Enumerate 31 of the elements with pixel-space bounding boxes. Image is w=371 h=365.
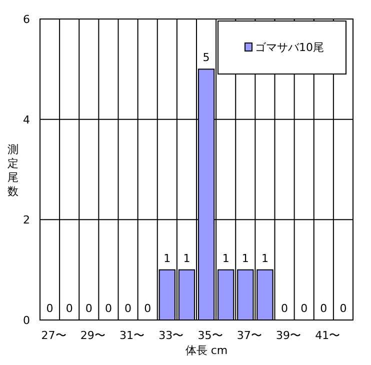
y-axis-title: 測定尾数 — [8, 143, 18, 198]
x-tick-label: 27〜 — [41, 329, 66, 342]
data-label: 1 — [183, 252, 190, 265]
y-tick-label: 0 — [23, 314, 30, 327]
data-label: 1 — [222, 252, 230, 265]
data-label: 0 — [320, 302, 328, 315]
data-label: 1 — [242, 252, 249, 265]
x-tick-label: 31〜 — [120, 329, 145, 342]
legend-label: ゴマサバ10尾 — [255, 41, 324, 54]
data-label: 0 — [124, 302, 132, 315]
data-label: 0 — [104, 302, 112, 315]
x-tick-label: 41〜 — [315, 329, 340, 342]
x-axis-title: 体長 cm — [185, 344, 228, 357]
x-tick-label: 29〜 — [80, 329, 106, 342]
x-tick-label: 39〜 — [276, 329, 302, 342]
x-tick-label: 33〜 — [158, 329, 184, 342]
data-label: 0 — [340, 302, 347, 315]
data-label: 5 — [202, 51, 210, 64]
data-label: 0 — [144, 302, 152, 315]
y-tick-label: 4 — [23, 113, 30, 126]
data-label: 0 — [85, 302, 92, 315]
y-tick-label: 6 — [23, 13, 30, 26]
y-tick-label: 2 — [23, 214, 30, 227]
x-tick-label: 35〜 — [198, 329, 223, 342]
x-tick-label: 37〜 — [236, 329, 262, 342]
data-label: 1 — [261, 252, 268, 265]
data-label: 0 — [281, 302, 288, 315]
data-label: 0 — [300, 302, 308, 315]
data-label: 0 — [66, 302, 73, 315]
data-label: 0 — [46, 302, 54, 315]
data-label: 1 — [164, 252, 171, 265]
